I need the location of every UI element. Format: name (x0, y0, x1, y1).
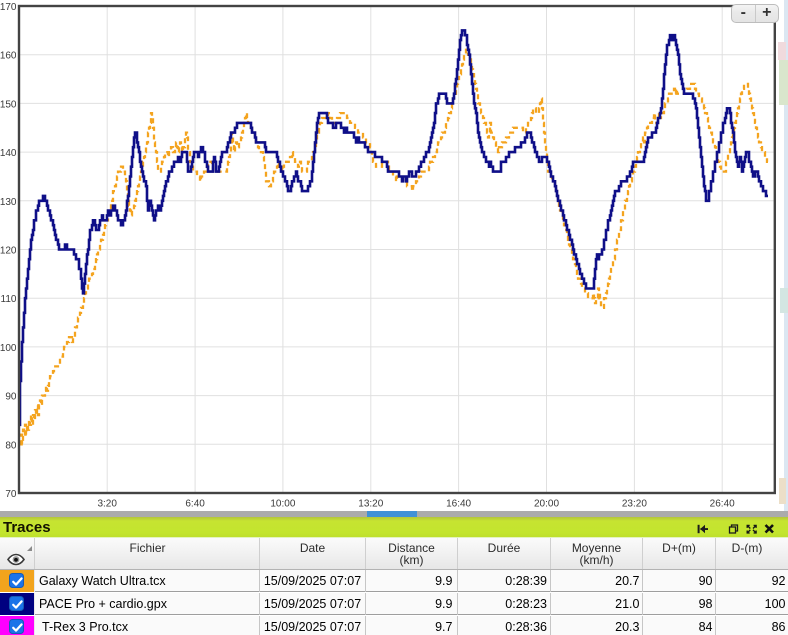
svg-text:16:40: 16:40 (446, 499, 471, 510)
svg-text:26:40: 26:40 (710, 499, 735, 510)
svg-text:160: 160 (0, 51, 17, 62)
svg-text:100: 100 (0, 343, 17, 354)
svg-text:140: 140 (0, 148, 17, 159)
svg-text:80: 80 (5, 440, 17, 451)
svg-text:70: 70 (5, 489, 17, 500)
svg-text:120: 120 (0, 246, 17, 257)
svg-text:110: 110 (1, 294, 17, 305)
svg-text:23:20: 23:20 (622, 499, 647, 510)
svg-text:20:00: 20:00 (534, 499, 559, 510)
svg-text:10:00: 10:00 (270, 499, 295, 510)
svg-text:150: 150 (0, 99, 17, 110)
svg-text:90: 90 (5, 392, 17, 403)
svg-text:170: 170 (0, 2, 17, 13)
svg-text:3:20: 3:20 (97, 499, 117, 510)
svg-text:6:40: 6:40 (185, 499, 205, 510)
svg-text:13:20: 13:20 (358, 499, 383, 510)
svg-text:130: 130 (0, 197, 17, 208)
